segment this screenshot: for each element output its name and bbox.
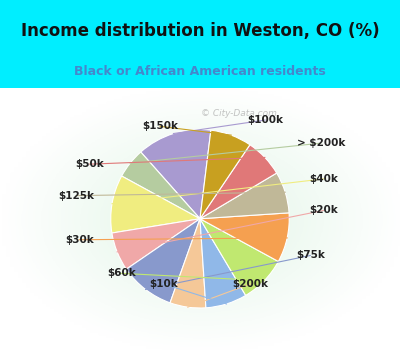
Wedge shape <box>141 130 211 219</box>
Text: $150k: $150k <box>142 121 178 131</box>
Wedge shape <box>200 219 278 295</box>
Wedge shape <box>200 130 250 219</box>
Text: Income distribution in Weston, CO (%): Income distribution in Weston, CO (%) <box>21 22 379 40</box>
Wedge shape <box>200 145 277 219</box>
Wedge shape <box>200 219 246 308</box>
Text: $60k: $60k <box>107 268 136 278</box>
Text: $75k: $75k <box>296 251 325 260</box>
Text: $30k: $30k <box>65 235 94 245</box>
Wedge shape <box>200 213 289 261</box>
Wedge shape <box>112 219 200 269</box>
Text: © City-Data.com: © City-Data.com <box>202 109 277 118</box>
Wedge shape <box>200 173 289 219</box>
Text: $20k: $20k <box>310 205 338 215</box>
Wedge shape <box>126 219 200 303</box>
Text: > $200k: > $200k <box>296 138 345 148</box>
Text: $125k: $125k <box>58 191 94 201</box>
Text: $200k: $200k <box>232 279 268 289</box>
Text: Black or African American residents: Black or African American residents <box>74 65 326 78</box>
Text: $50k: $50k <box>75 159 104 169</box>
Wedge shape <box>111 176 200 233</box>
Wedge shape <box>170 219 206 308</box>
Text: $100k: $100k <box>247 115 283 125</box>
Wedge shape <box>122 152 200 219</box>
Text: $40k: $40k <box>310 174 338 184</box>
Text: $10k: $10k <box>149 279 178 289</box>
